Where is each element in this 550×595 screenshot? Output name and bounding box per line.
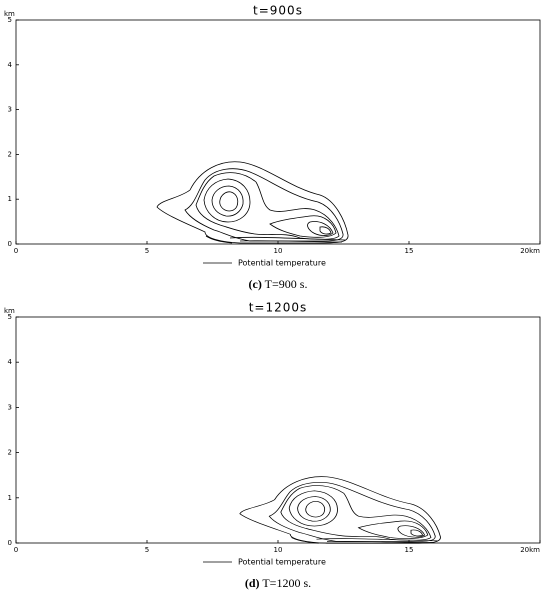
y-tick-label: 4 bbox=[8, 358, 13, 366]
panel-title: t=1200s bbox=[249, 301, 308, 315]
caption-text: T=1200 s. bbox=[262, 576, 311, 590]
x-tick-label: 20km bbox=[520, 247, 540, 255]
caption-label: (c) bbox=[249, 277, 262, 291]
x-tick-label: 5 bbox=[145, 546, 149, 554]
y-unit: km bbox=[4, 307, 15, 315]
panel-title: t=900s bbox=[253, 4, 303, 18]
y-tick-label: 3 bbox=[8, 403, 12, 411]
y-unit: km bbox=[4, 10, 15, 18]
contours bbox=[239, 476, 441, 544]
plot-frame bbox=[15, 19, 541, 245]
y-tick-label: 2 bbox=[8, 150, 12, 158]
y-tick-label: 0 bbox=[8, 240, 12, 248]
x-tick-label: 0 bbox=[14, 546, 18, 554]
x-tick-label: 5 bbox=[145, 247, 149, 255]
x-tick-label: 10 bbox=[274, 247, 283, 255]
y-tick-label: 3 bbox=[8, 106, 12, 114]
y-tick-label: 5 bbox=[8, 313, 12, 321]
x-tick-label: 0 bbox=[14, 247, 18, 255]
legend-label: Potential temperature bbox=[238, 558, 326, 567]
y-tick-label: 1 bbox=[8, 195, 12, 203]
y-tick-label: 1 bbox=[8, 494, 12, 502]
legend-label: Potential temperature bbox=[238, 259, 326, 268]
contours bbox=[156, 161, 349, 244]
x-tick-label: 15 bbox=[405, 247, 414, 255]
y-tick-label: 5 bbox=[8, 16, 12, 24]
y-tick-label: 4 bbox=[8, 61, 13, 69]
x-tick-label: 10 bbox=[274, 546, 283, 554]
y-tick-label: 2 bbox=[8, 449, 12, 457]
caption-text: T=900 s. bbox=[265, 277, 308, 291]
caption: (d) T=1200 s. bbox=[245, 576, 311, 590]
caption-label: (d) bbox=[245, 576, 260, 590]
x-tick-label: 15 bbox=[405, 546, 414, 554]
x-tick-label: 20km bbox=[520, 546, 540, 554]
y-tick-label: 0 bbox=[8, 539, 12, 547]
caption: (c) T=900 s. bbox=[249, 277, 308, 291]
